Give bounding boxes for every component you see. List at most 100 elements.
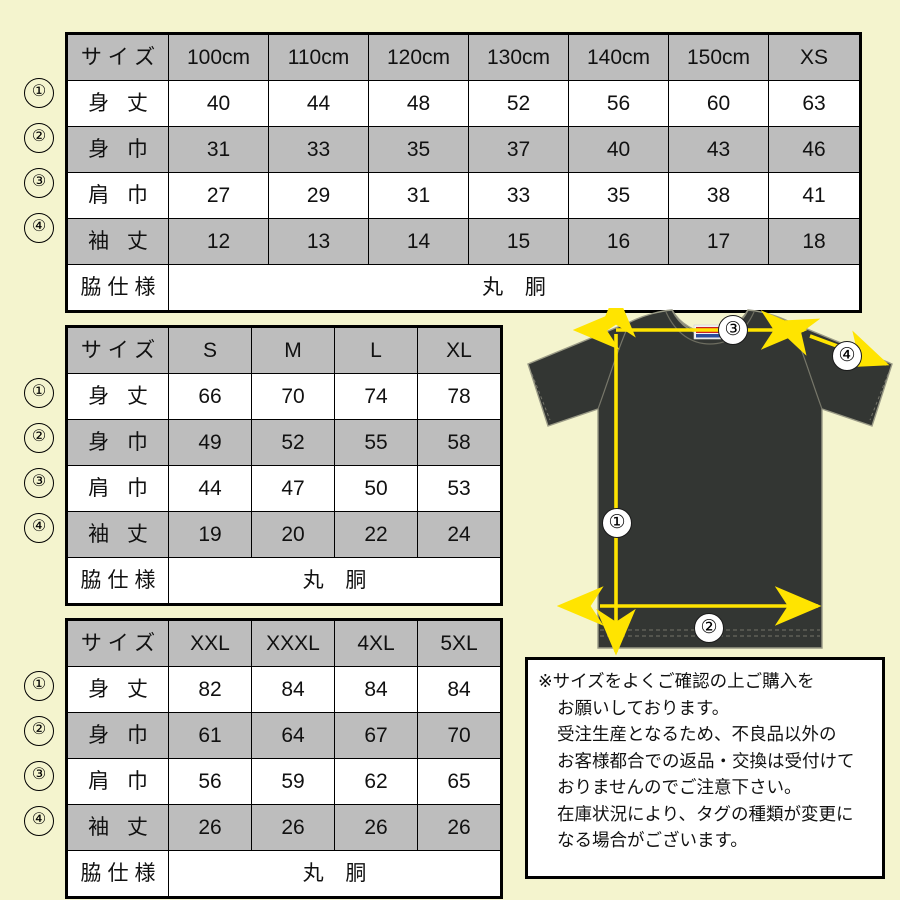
diagram-badge-2: ② bbox=[694, 613, 724, 643]
table-cell: 55 bbox=[334, 419, 418, 466]
table-cell: 52 bbox=[251, 419, 335, 466]
table-cell: 59 bbox=[251, 758, 335, 805]
row-index-badge-2: ② bbox=[24, 716, 54, 746]
table-cell: 48 bbox=[368, 80, 469, 127]
table-cell: 16 bbox=[568, 218, 669, 265]
row-label: 袖 丈 bbox=[66, 804, 169, 851]
table-cell: 60 bbox=[668, 80, 769, 127]
table-cell: 40 bbox=[168, 80, 269, 127]
table-cell: 64 bbox=[251, 712, 335, 759]
row-label: 身 丈 bbox=[66, 666, 169, 713]
note-line: なる場合がございます。 bbox=[557, 830, 748, 850]
table-cell: 27 bbox=[168, 172, 269, 219]
table-cell: 26 bbox=[334, 804, 418, 851]
table-cell: 18 bbox=[768, 218, 861, 265]
table-row: 肩 巾 27 29 31 33 35 38 41 bbox=[66, 172, 861, 219]
note-line: 在庫状況により、タグの種類が変更に bbox=[557, 803, 854, 824]
note-line: ※サイズをよくご確認の上ご購入を bbox=[538, 671, 815, 691]
table-cell: 33 bbox=[468, 172, 569, 219]
table-cell: 84 bbox=[417, 666, 502, 713]
table-row: 袖 丈 19 20 22 24 bbox=[66, 511, 502, 558]
table-cell: 44 bbox=[168, 465, 252, 512]
row-index-badge-2: ② bbox=[24, 423, 54, 453]
table-row: 身 巾 49 52 55 58 bbox=[66, 419, 502, 466]
diagram-badge-1: ① bbox=[602, 508, 632, 538]
table-cell: 40 bbox=[568, 126, 669, 173]
table-cell: 35 bbox=[368, 126, 469, 173]
table-cell: 65 bbox=[417, 758, 502, 805]
table-cell: 31 bbox=[168, 126, 269, 173]
table-cell: 53 bbox=[417, 465, 502, 512]
row-index-badge-3: ③ bbox=[24, 468, 54, 498]
column-header: XXL bbox=[168, 619, 252, 667]
table-cell: 26 bbox=[417, 804, 502, 851]
table-cell: 74 bbox=[334, 373, 418, 420]
table-cell: 17 bbox=[668, 218, 769, 265]
diagram-badge-4: ④ bbox=[832, 341, 862, 371]
table-cell: 14 bbox=[368, 218, 469, 265]
table-cell: 43 bbox=[668, 126, 769, 173]
table-cell: 31 bbox=[368, 172, 469, 219]
table-row: 袖 丈 26 26 26 26 bbox=[66, 804, 502, 851]
column-header: L bbox=[334, 326, 418, 374]
column-header: 130cm bbox=[468, 33, 569, 81]
column-header: 140cm bbox=[568, 33, 669, 81]
row-index-badge-1: ① bbox=[24, 78, 54, 108]
table-cell: 33 bbox=[268, 126, 369, 173]
table-cell: 46 bbox=[768, 126, 861, 173]
table-cell: 26 bbox=[168, 804, 252, 851]
table-cell: 67 bbox=[334, 712, 418, 759]
table-cell: 29 bbox=[268, 172, 369, 219]
column-header: XXXL bbox=[251, 619, 335, 667]
big-size-table: サイズ XXL XXXL 4XL 5XL 身 丈 82 84 84 84 身 巾… bbox=[65, 618, 503, 899]
row-label: 袖 丈 bbox=[66, 218, 169, 265]
table-row: 身 丈 82 84 84 84 bbox=[66, 666, 502, 713]
table-cell: 56 bbox=[168, 758, 252, 805]
table-row: 袖 丈 12 13 14 15 16 17 18 bbox=[66, 218, 861, 265]
table-footer-row: 脇仕様 丸 胴 bbox=[66, 557, 502, 605]
table-cell: 62 bbox=[334, 758, 418, 805]
row-index-badge-1: ① bbox=[24, 671, 54, 701]
table-cell: 15 bbox=[468, 218, 569, 265]
table-cell: 84 bbox=[251, 666, 335, 713]
table-cell: 41 bbox=[768, 172, 861, 219]
table-footer-row: 脇仕様 丸 胴 bbox=[66, 264, 861, 312]
table-cell: 84 bbox=[334, 666, 418, 713]
table-cell: 49 bbox=[168, 419, 252, 466]
row-index-column-3: ① ② ③ ④ bbox=[24, 671, 64, 861]
row-index-column-2: ① ② ③ ④ bbox=[24, 378, 64, 568]
row-label: 身 丈 bbox=[66, 373, 169, 420]
column-header: 100cm bbox=[168, 33, 269, 81]
header-size-label: サイズ bbox=[66, 619, 169, 667]
table-cell: 58 bbox=[417, 419, 502, 466]
row-index-badge-4: ④ bbox=[24, 806, 54, 836]
footer-label: 脇仕様 bbox=[66, 264, 169, 312]
big-size-table-wrap: サイズ XXL XXXL 4XL 5XL 身 丈 82 84 84 84 身 巾… bbox=[65, 618, 503, 899]
table-cell: 70 bbox=[251, 373, 335, 420]
table-cell: 63 bbox=[768, 80, 861, 127]
footer-label: 脇仕様 bbox=[66, 557, 169, 605]
column-header: 4XL bbox=[334, 619, 418, 667]
kids-size-table: サイズ 100cm 110cm 120cm 130cm 140cm 150cm … bbox=[65, 32, 862, 313]
header-size-label: サイズ bbox=[66, 33, 169, 81]
table-row: 身 丈 66 70 74 78 bbox=[66, 373, 502, 420]
row-index-badge-2: ② bbox=[24, 123, 54, 153]
tshirt-measurement-diagram: ① ② ③ ④ bbox=[520, 308, 900, 656]
row-label: 袖 丈 bbox=[66, 511, 169, 558]
column-header: M bbox=[251, 326, 335, 374]
table-cell: 19 bbox=[168, 511, 252, 558]
row-label: 身 巾 bbox=[66, 712, 169, 759]
footer-label: 脇仕様 bbox=[66, 850, 169, 898]
row-label: 身 巾 bbox=[66, 126, 169, 173]
table-cell: 56 bbox=[568, 80, 669, 127]
note-line: お願いしております。 bbox=[557, 697, 730, 718]
table-cell: 13 bbox=[268, 218, 369, 265]
header-size-label: サイズ bbox=[66, 326, 169, 374]
diagram-badge-3: ③ bbox=[718, 315, 748, 345]
row-label: 肩 巾 bbox=[66, 172, 169, 219]
table-cell: 52 bbox=[468, 80, 569, 127]
note-line: おりませんのでご注意下さい。 bbox=[557, 777, 802, 797]
row-index-column-1: ① ② ③ ④ bbox=[24, 78, 64, 268]
table-row: 肩 巾 44 47 50 53 bbox=[66, 465, 502, 512]
